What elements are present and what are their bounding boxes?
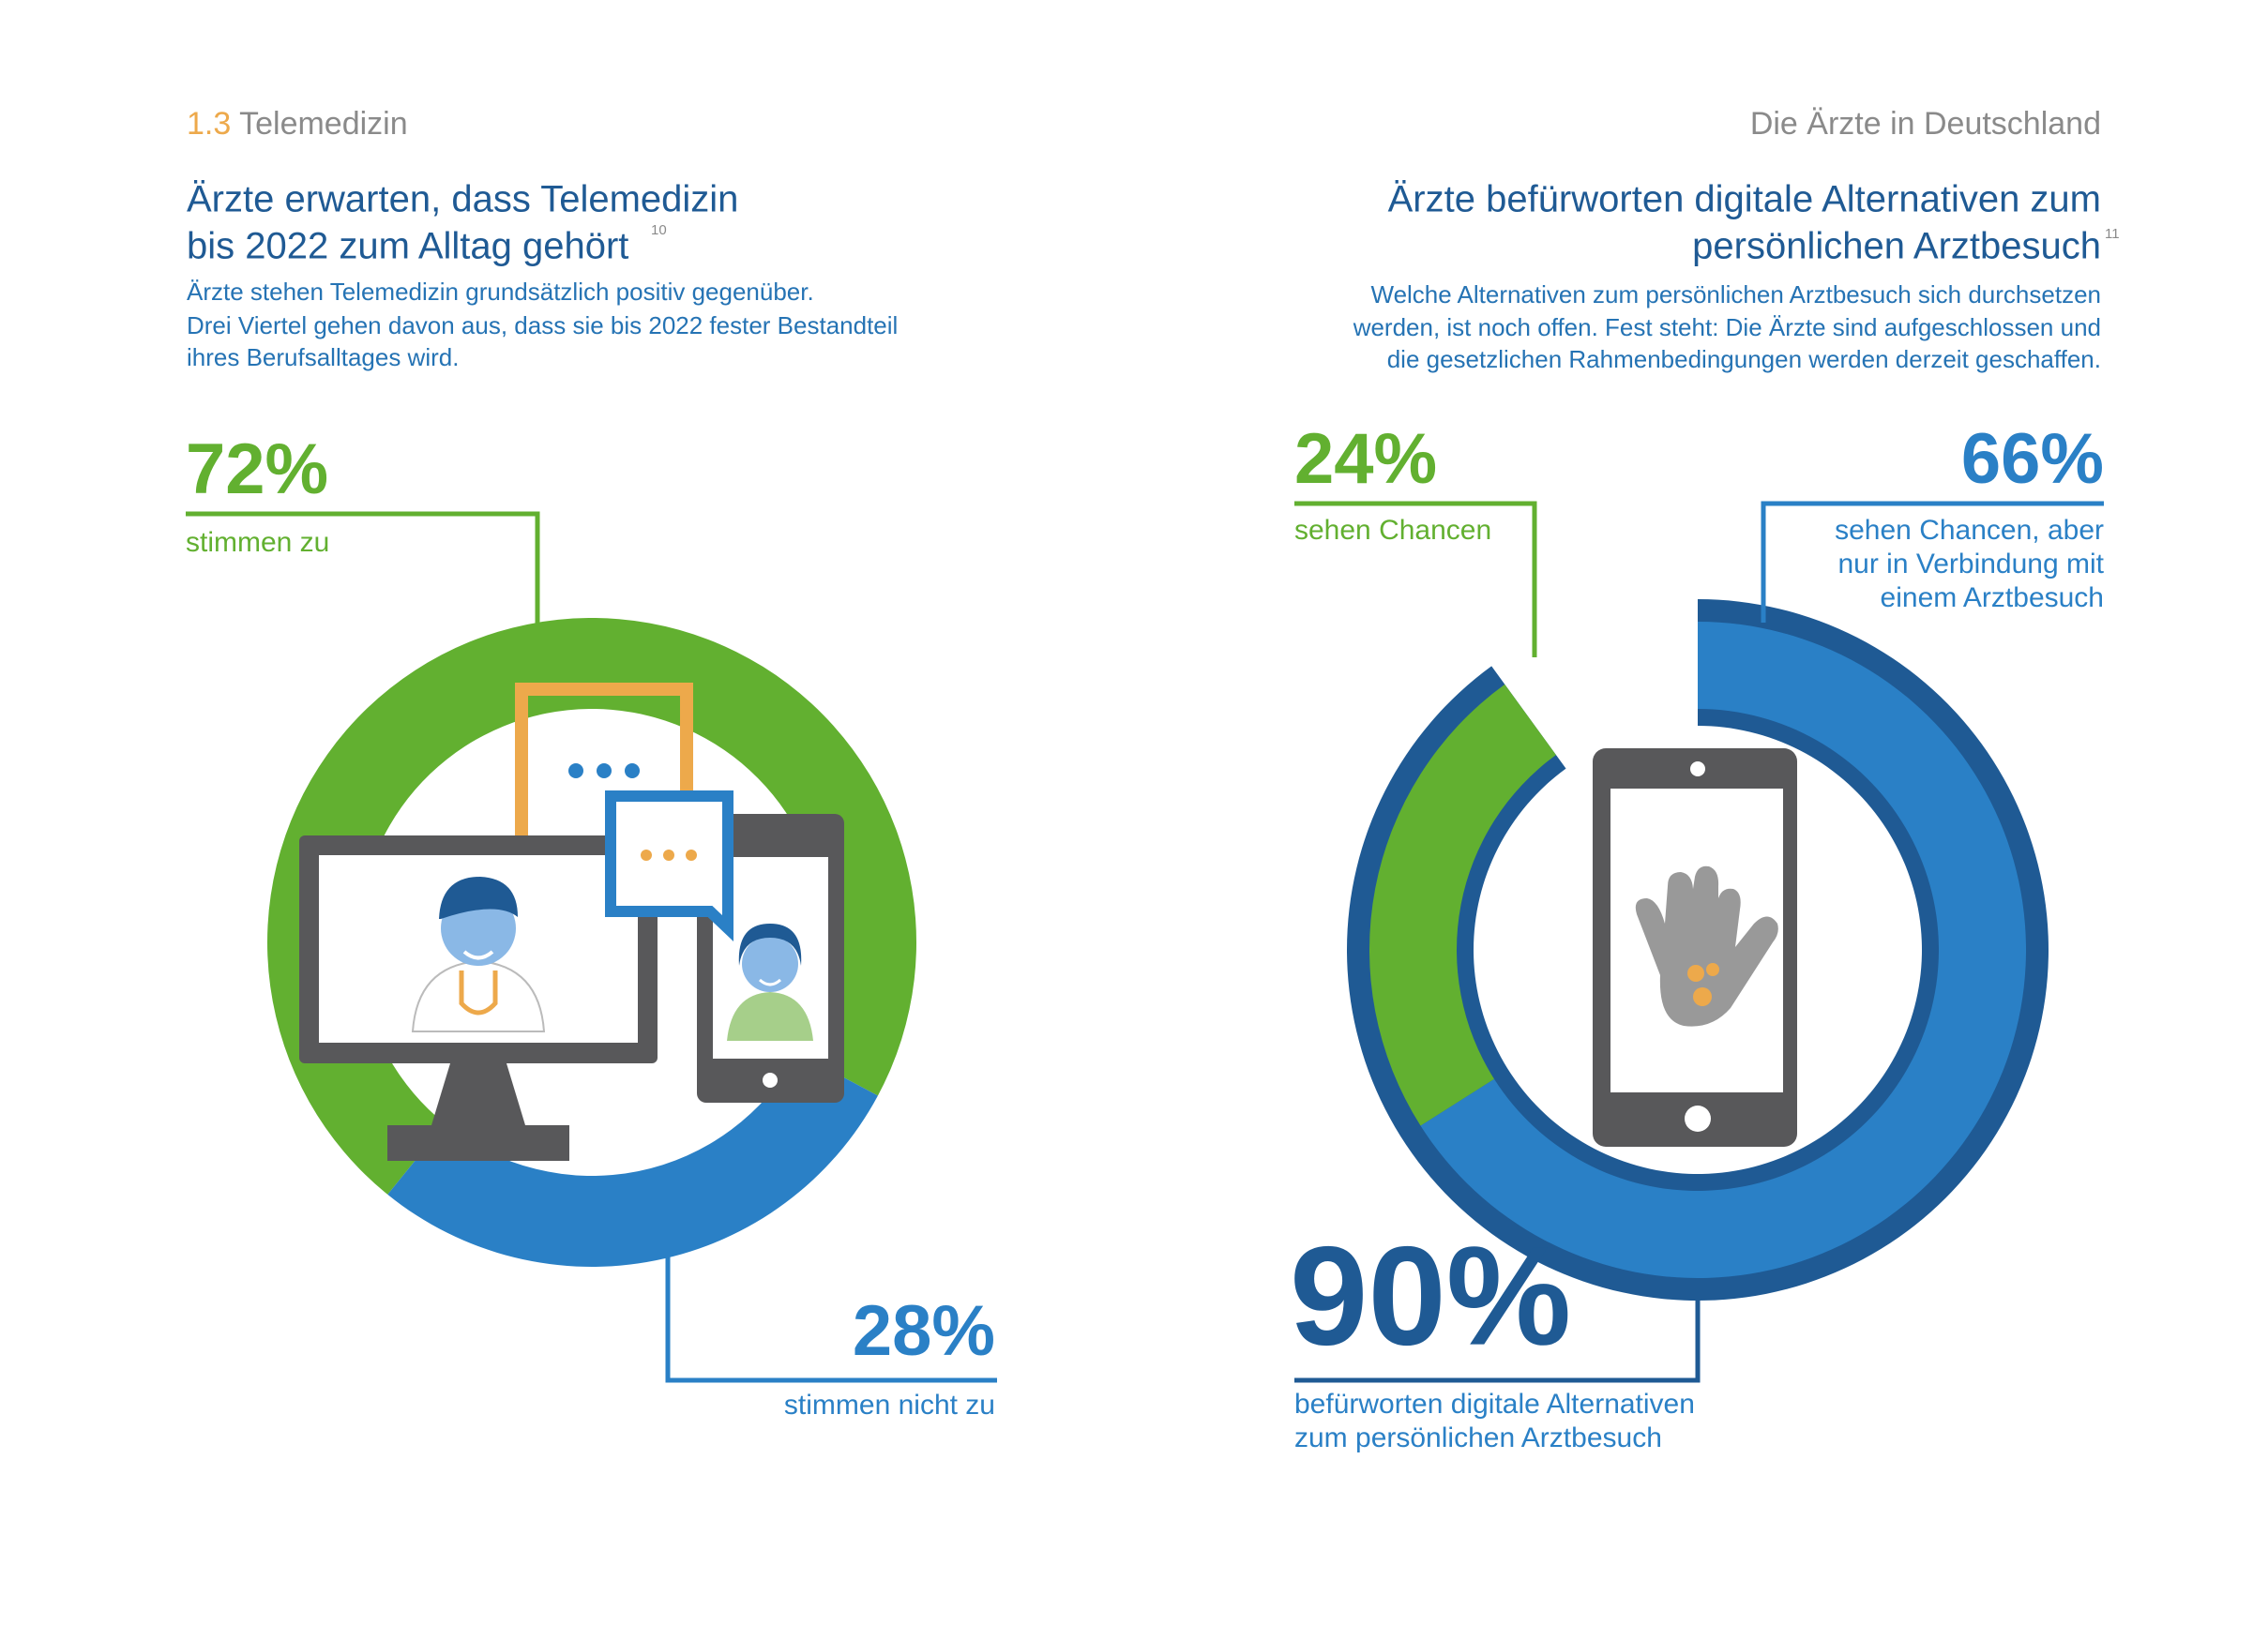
donut-segment xyxy=(266,617,917,1195)
category-label: sehen Chancen, aber xyxy=(1835,515,2104,546)
header-right: Die Ärzte in Deutschland xyxy=(1750,106,2101,142)
value-label: 28% xyxy=(853,1291,995,1371)
value-label: 66% xyxy=(1961,419,2104,499)
leader-line xyxy=(186,511,540,630)
title: Ärzte erwarten, dass Telemedizin xyxy=(187,179,738,220)
telemedicine-illustration xyxy=(299,683,844,1161)
category-label: einem Arztbesuch xyxy=(1881,582,2104,613)
header: 1.3 Telemedizin xyxy=(187,106,408,142)
speech-bubble xyxy=(605,790,733,941)
title: Ärzte befürworten digitale Alternativen … xyxy=(1388,179,2101,220)
subtitle: werden, ist noch offen. Fest steht: Die … xyxy=(1353,313,2101,341)
category-label: stimmen zu xyxy=(186,527,329,558)
category-label: nur in Verbindung mit xyxy=(1837,549,2104,579)
title: persönlichen Arztbesuch xyxy=(1692,226,2101,267)
section: Telemedizin xyxy=(239,106,408,142)
category-label: stimmen nicht zu xyxy=(784,1390,995,1421)
hand xyxy=(1635,865,1778,1027)
value-label: 24% xyxy=(1294,419,1437,499)
footnote: 10 xyxy=(651,222,667,238)
phone-illustration xyxy=(1593,748,1797,1147)
value-label: 72% xyxy=(186,429,328,509)
leader-line xyxy=(665,1255,997,1383)
total-caption: befürworten digitale Alternativen xyxy=(1294,1389,1695,1420)
subtitle: Welche Alternativen zum persönlichen Arz… xyxy=(1371,280,2102,308)
leader-line xyxy=(1294,1299,1701,1383)
leader-line xyxy=(1761,501,2104,623)
total-caption: zum persönlichen Arztbesuch xyxy=(1294,1422,1662,1453)
subtitle: Drei Viertel gehen davon aus, dass sie b… xyxy=(187,311,898,339)
subtitle: die gesetzlichen Rahmenbedingungen werde… xyxy=(1387,345,2101,373)
leader-line xyxy=(1294,501,1537,657)
category-label: sehen Chancen xyxy=(1294,515,1491,546)
section-number: 1.3 xyxy=(187,106,231,142)
subtitle: ihres Berufsalltages wird. xyxy=(187,343,459,371)
title: bis 2022 zum Alltag gehört xyxy=(187,226,628,267)
donut-segment xyxy=(387,1052,878,1267)
total-label: 90% xyxy=(1290,1217,1571,1375)
subtitle: Ärzte stehen Telemedizin grundsätzlich p… xyxy=(187,278,814,306)
footnote: 11 xyxy=(2105,226,2120,242)
donuts xyxy=(266,599,2049,1301)
donut-segment xyxy=(1420,622,2026,1278)
donut-segment xyxy=(1368,684,1556,1126)
